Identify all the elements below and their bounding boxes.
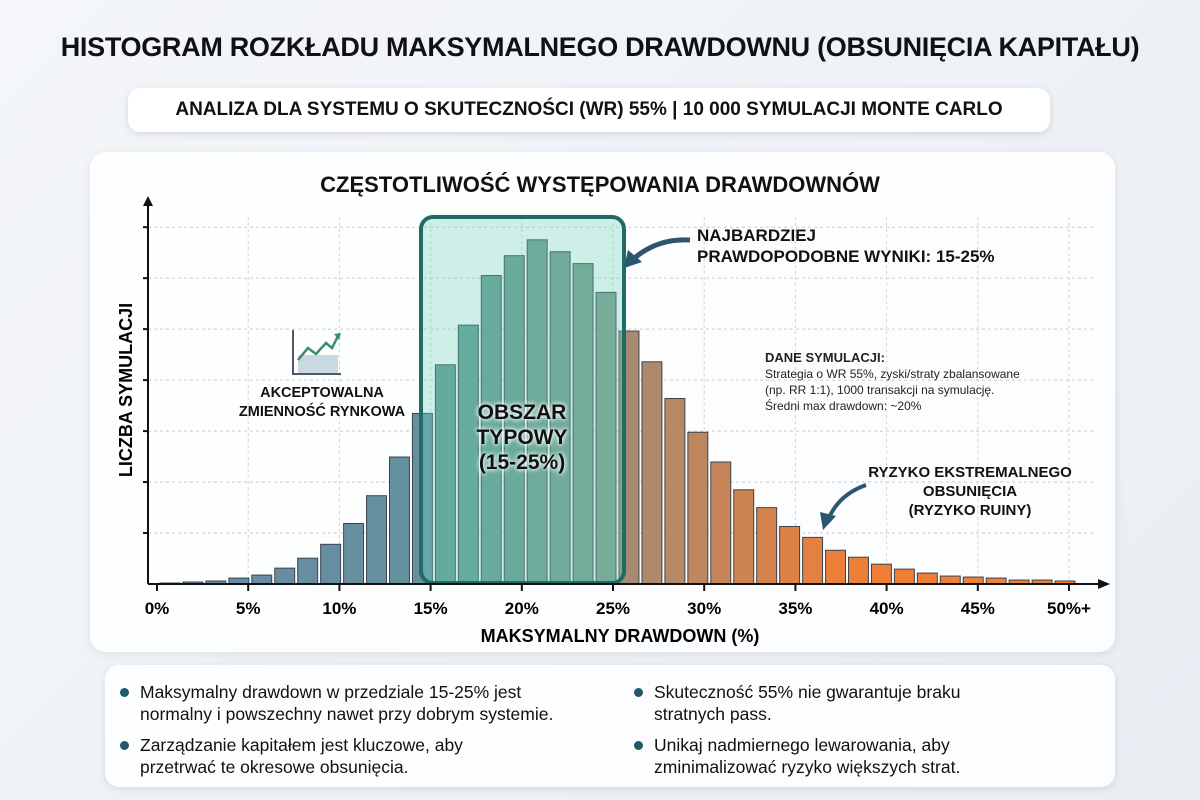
extreme-risk-label: RYZYKO EKSTREMALNEGO OBSUNIĘCIA (RYZYKO RU… [868, 464, 1072, 519]
histogram-bar [297, 557, 319, 585]
histogram-bar [825, 549, 846, 585]
histogram-bar [802, 536, 824, 585]
histogram-bar [962, 576, 984, 585]
histogram-bar [274, 567, 296, 585]
bullet-item: Zarządzanie kapitałem jest kluczowe, aby… [118, 734, 463, 778]
x-tick-label: 15% [414, 599, 448, 618]
x-tick-label: 25% [596, 599, 630, 618]
x-tick-label: 35% [778, 599, 812, 618]
x-tick-label: 30% [687, 599, 721, 618]
histogram-bar [710, 461, 732, 585]
chart-title: CZĘSTOTLIWOŚĆ WYSTĘPOWANIA DRAWDOWNÓW [320, 172, 880, 197]
page-title: HISTOGRAM ROZKŁADU MAKSYMALNEGO DRAWDOWN… [60, 32, 1140, 62]
histogram-bar [389, 456, 410, 585]
histogram-bar [366, 495, 387, 585]
key-takeaways-panel [105, 665, 1115, 787]
histogram-bar [848, 556, 869, 585]
x-axis-label: MAKSYMALNY DRAWDOWN (%) [481, 626, 760, 646]
histogram-bar [939, 575, 961, 585]
x-tick-label: 45% [961, 599, 995, 618]
histogram-bar [687, 431, 709, 585]
x-tick-label: 10% [322, 599, 356, 618]
x-tick-label: 40% [870, 599, 904, 618]
x-tick-label: 5% [236, 599, 261, 618]
x-ticks: 0% 5% 10% 15% 20% 25% 30% 35% 40% 45% 50%+ [145, 584, 1091, 618]
typical-area-label: OBSZAR TYPOWY (15-25%) [476, 401, 568, 474]
most-likely-label: NAJBARDZIEJ PRAWDOPODOBNE WYNIKI: 15-25% [697, 226, 995, 266]
histogram-bar [343, 522, 365, 585]
subtitle-banner: ANALIZA DLA SYSTEMU O SKUTECZNOŚCI (WR) … [128, 88, 1050, 132]
y-axis-arrow-icon [143, 196, 153, 206]
arrow-icon-most-likely [628, 237, 691, 264]
x-tick-label: 20% [505, 599, 539, 618]
histogram-bar [664, 398, 686, 585]
histogram-bar [779, 525, 801, 585]
histogram-bar [916, 572, 938, 585]
histogram-bar [733, 489, 755, 585]
histogram-bar [893, 568, 915, 585]
bullet-item: Skuteczność 55% nie gwarantuje braku stra… [632, 681, 960, 725]
bullet-item: Unikaj nadmiernego lewarowania, aby zmini… [632, 734, 960, 778]
bullet-item: Maksymalny drawdown w przedziale 15-25% … [118, 681, 553, 725]
simulation-info: DANE SYMULACJI: Strategia o WR 55%, zysk… [765, 350, 1020, 413]
histogram-bar [320, 543, 342, 585]
arrowhead-icon [624, 250, 642, 268]
bars [159, 239, 1076, 585]
histogram-bar [641, 361, 663, 585]
x-tick-label: 0% [145, 599, 170, 618]
y-axis-label: LICZBA SYMULACJI [116, 303, 136, 477]
histogram-bar [756, 507, 778, 585]
trend-chart-icon [292, 330, 341, 375]
x-tick-label: 50%+ [1047, 599, 1091, 618]
histogram-bar [251, 574, 273, 585]
arrowhead-icon [820, 512, 836, 530]
x-axis-arrow-icon [1098, 579, 1110, 589]
histogram-bar [870, 563, 892, 585]
acceptable-volatility-label: AKCEPTOWALNA ZMIENNOŚĆ RYNKOWA [238, 385, 406, 420]
